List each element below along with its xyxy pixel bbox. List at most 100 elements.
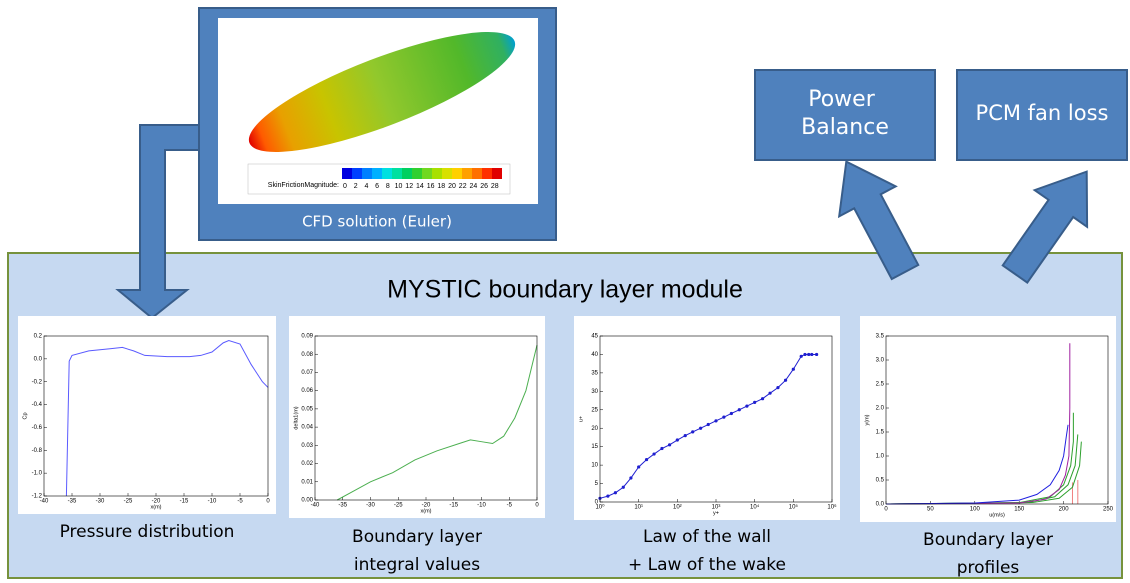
colorbar-swatch xyxy=(482,168,492,179)
y-tick-label: 45 xyxy=(591,334,598,340)
point xyxy=(676,438,679,441)
colorbar-tick: 20 xyxy=(448,183,456,190)
colorbar-tick: 6 xyxy=(375,183,379,190)
point xyxy=(714,419,717,422)
x-tick-label: -5 xyxy=(237,499,243,505)
output-line: PCM fan loss xyxy=(976,101,1109,125)
x-tick-label: -25 xyxy=(394,503,403,509)
x-tick-label: 100 xyxy=(970,507,981,513)
x-axis-label: x(m) xyxy=(421,508,432,514)
point xyxy=(684,434,687,437)
y-tick-label: 0.06 xyxy=(301,388,313,394)
point xyxy=(707,423,710,426)
caption-line: + Law of the wake xyxy=(628,555,786,575)
y-tick-label: 10 xyxy=(591,463,598,469)
y-tick-label: -0.2 xyxy=(32,379,43,385)
y-tick-label: 0.04 xyxy=(301,425,313,431)
x-axis-label: u(m/s) xyxy=(989,512,1005,518)
x-tick-label: -35 xyxy=(68,499,77,505)
y-tick-label: 0.5 xyxy=(876,478,885,484)
y-tick-label: 0.0 xyxy=(876,502,885,508)
point xyxy=(699,427,702,430)
colorbar-swatch xyxy=(352,168,362,179)
x-tick-label: 150 xyxy=(1014,507,1025,513)
y-tick-label: 3.5 xyxy=(876,334,885,340)
point xyxy=(691,430,694,433)
output-line: Power xyxy=(808,87,875,112)
point xyxy=(800,355,803,358)
point xyxy=(761,397,764,400)
x-tick-label: -10 xyxy=(208,499,217,505)
y-tick-label: 25 xyxy=(591,407,598,413)
y-tick-label: 2.5 xyxy=(876,382,885,388)
colorbar-swatch xyxy=(432,168,442,179)
output-line: Balance xyxy=(801,115,889,140)
y-tick-label: 0.05 xyxy=(301,406,313,412)
x-tick-label: 10¹ xyxy=(634,505,643,511)
output-label: PCM fan loss xyxy=(976,101,1109,125)
colorbar-swatch xyxy=(422,168,432,179)
colorbar-tick: 18 xyxy=(437,183,445,190)
caption-line: Law of the wall xyxy=(643,527,771,547)
colorbar-swatch xyxy=(442,168,452,179)
x-tick-label: -15 xyxy=(449,503,458,509)
colorbar-tick: 14 xyxy=(416,183,424,190)
diagram: MYSTIC boundary layer module 02468101214… xyxy=(0,0,1130,583)
y-axis-label: Cp xyxy=(22,412,28,419)
x-tick-label: -35 xyxy=(338,503,347,509)
x-tick-label: 10⁶ xyxy=(827,504,837,511)
cfd-caption: CFD solution (Euler) xyxy=(302,213,452,231)
y-tick-label: -1.2 xyxy=(32,494,43,500)
y-tick-label: 30 xyxy=(591,389,598,395)
y-tick-label: 0.0 xyxy=(34,356,43,362)
y-tick-label: 15 xyxy=(591,444,598,450)
x-tick-label: -30 xyxy=(366,503,375,509)
point xyxy=(637,465,640,468)
colorbar-tick: 24 xyxy=(470,183,478,190)
y-tick-label: 0.09 xyxy=(301,334,313,340)
x-tick-label: 200 xyxy=(1059,507,1070,513)
colorbar-tick: 12 xyxy=(405,183,413,190)
colorbar-tick: 16 xyxy=(427,183,435,190)
colorbar-tick: 10 xyxy=(395,183,403,190)
y-tick-label: 0.07 xyxy=(301,370,313,376)
colorbar-swatch xyxy=(372,168,382,179)
colorbar-swatch xyxy=(472,168,482,179)
y-tick-label: -0.8 xyxy=(32,448,43,454)
point xyxy=(768,392,771,395)
colorbar-label: SkinFrictionMagnitude: xyxy=(268,182,339,189)
x-tick-label: -5 xyxy=(507,503,513,509)
colorbar-tick: 28 xyxy=(491,183,499,190)
caption-line: Boundary layer xyxy=(923,530,1053,550)
x-tick-label: -10 xyxy=(477,503,486,509)
y-tick-label: 0.01 xyxy=(301,479,313,485)
y-tick-label: 1.0 xyxy=(876,454,885,460)
colorbar-tick: 0 xyxy=(343,183,347,190)
colorbar-swatch xyxy=(462,168,472,179)
y-axis-label: delta1(m) xyxy=(293,406,299,429)
y-tick-label: 40 xyxy=(591,352,598,358)
caption-line: integral values xyxy=(354,555,480,575)
colorbar-tick: 4 xyxy=(364,183,368,190)
x-tick-label: -25 xyxy=(124,499,133,505)
module-title: MYSTIC boundary layer module xyxy=(387,276,743,304)
colorbar-tick: 8 xyxy=(386,183,390,190)
y-tick-label: -0.4 xyxy=(32,402,43,408)
y-axis-label: u+ xyxy=(578,416,584,422)
point xyxy=(652,452,655,455)
x-tick-label: 10⁴ xyxy=(750,504,760,511)
point xyxy=(810,353,813,356)
colorbar-swatch xyxy=(492,168,502,179)
y-tick-label: 0.00 xyxy=(301,498,313,504)
point xyxy=(792,368,795,371)
caption-line: profiles xyxy=(957,558,1020,578)
colorbar-tick: 2 xyxy=(354,183,358,190)
y-tick-label: 0.03 xyxy=(301,443,313,449)
point xyxy=(645,458,648,461)
x-tick-label: 50 xyxy=(927,507,934,513)
point xyxy=(803,353,806,356)
y-tick-label: -1.0 xyxy=(32,471,43,477)
point xyxy=(815,353,818,356)
point xyxy=(776,386,779,389)
x-tick-label: -15 xyxy=(180,499,189,505)
